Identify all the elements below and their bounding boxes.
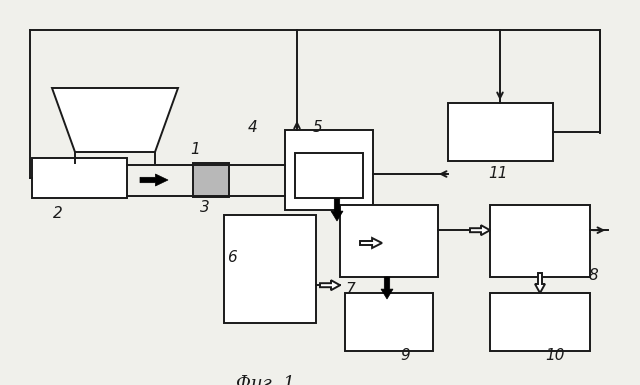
Bar [345, 293, 433, 351]
Text: Фиг. 1: Фиг. 1 [236, 375, 294, 385]
Text: 5: 5 [313, 120, 323, 135]
Text: 2: 2 [53, 206, 63, 221]
Polygon shape [381, 277, 393, 299]
Text: 8: 8 [588, 268, 598, 283]
Polygon shape [535, 273, 545, 293]
Text: 6: 6 [227, 250, 237, 265]
Polygon shape [331, 199, 343, 221]
Text: 7: 7 [345, 282, 355, 297]
Text: 10: 10 [545, 348, 564, 363]
Text: 11: 11 [488, 166, 508, 181]
Bar [340, 205, 438, 277]
Polygon shape [140, 174, 168, 186]
Bar [193, 163, 229, 197]
Polygon shape [360, 238, 382, 248]
Bar [285, 130, 373, 210]
Polygon shape [52, 88, 178, 152]
Bar [32, 158, 127, 198]
Polygon shape [320, 280, 340, 290]
Text: 4: 4 [248, 120, 258, 135]
Polygon shape [470, 225, 490, 235]
Bar [490, 205, 590, 277]
Bar [448, 103, 553, 161]
Text: 1: 1 [190, 142, 200, 157]
Text: 3: 3 [200, 200, 210, 215]
Bar [224, 215, 316, 323]
Text: 9: 9 [400, 348, 410, 363]
Bar [295, 153, 363, 198]
Bar [490, 293, 590, 351]
